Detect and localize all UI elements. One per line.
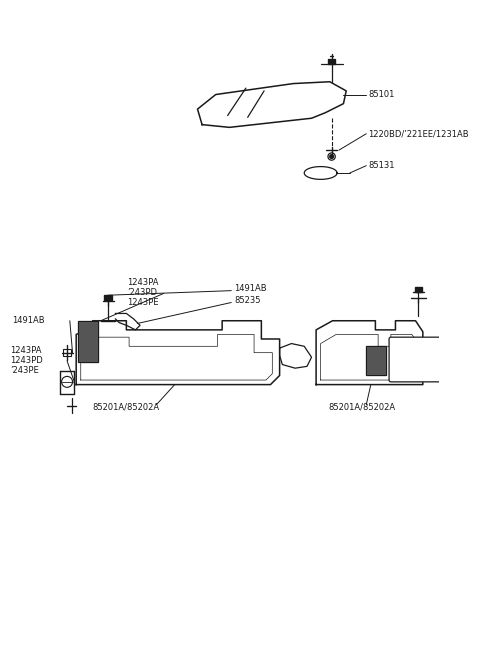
- Bar: [366, 346, 386, 376]
- Bar: [78, 321, 98, 362]
- Text: 1220BD/’221EE/1231AB: 1220BD/’221EE/1231AB: [368, 129, 468, 138]
- Text: 85201A/85202A: 85201A/85202A: [328, 403, 395, 412]
- Bar: [415, 287, 422, 292]
- Text: 1243PA: 1243PA: [127, 278, 159, 287]
- Text: 1491AB: 1491AB: [234, 284, 266, 293]
- Text: 1243PA: 1243PA: [11, 346, 42, 355]
- Text: 85201A/85202A: 85201A/85202A: [93, 403, 160, 412]
- FancyBboxPatch shape: [389, 337, 458, 382]
- Text: 85131: 85131: [368, 161, 395, 170]
- Text: 1243PE: 1243PE: [127, 298, 159, 307]
- Text: ’243PD: ’243PD: [127, 288, 157, 297]
- Text: 1491AB: 1491AB: [12, 316, 45, 325]
- Bar: [63, 349, 71, 356]
- Bar: [105, 295, 112, 300]
- Text: ’243PE: ’243PE: [11, 367, 39, 375]
- Bar: [328, 59, 335, 64]
- Text: 85235: 85235: [234, 296, 261, 306]
- Text: 1243PD: 1243PD: [11, 356, 43, 365]
- Text: 85101: 85101: [368, 90, 395, 99]
- Circle shape: [330, 155, 334, 158]
- Bar: [366, 346, 386, 376]
- Bar: [78, 321, 98, 362]
